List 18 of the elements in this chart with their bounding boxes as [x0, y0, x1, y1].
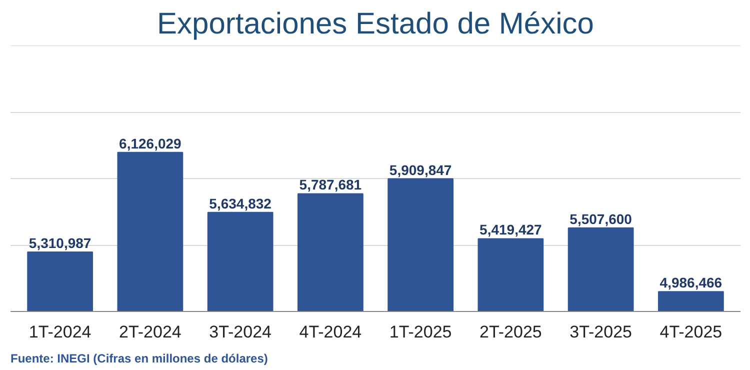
data-label: 5,310,987: [28, 234, 92, 251]
data-label: 5,909,847: [389, 162, 452, 178]
x-tick-label: 3T-2024: [209, 322, 272, 342]
data-label: 5,634,832: [209, 195, 272, 212]
chart-title: Exportaciones Estado de México: [157, 8, 594, 40]
x-tick-label: 4T-2025: [660, 322, 722, 342]
data-label: 4,986,466: [660, 274, 722, 291]
data-label: 5,787,681: [299, 176, 362, 193]
x-tick-label: 1T-2025: [389, 322, 452, 342]
data-label: 5,507,600: [570, 210, 632, 227]
source-note: Fuente: INEGI (Cifras en millones de dólares): [10, 352, 268, 366]
data-label: 6,126,029: [119, 135, 182, 152]
x-tick-label: 2T-2025: [479, 322, 542, 342]
data-label: 5,419,427: [480, 222, 542, 238]
x-tick-label: 3T-2025: [570, 322, 632, 342]
x-tick-label: 1T-2024: [28, 322, 92, 342]
x-tick-label: 2T-2024: [119, 322, 182, 342]
x-tick-label: 4T-2024: [299, 322, 362, 342]
